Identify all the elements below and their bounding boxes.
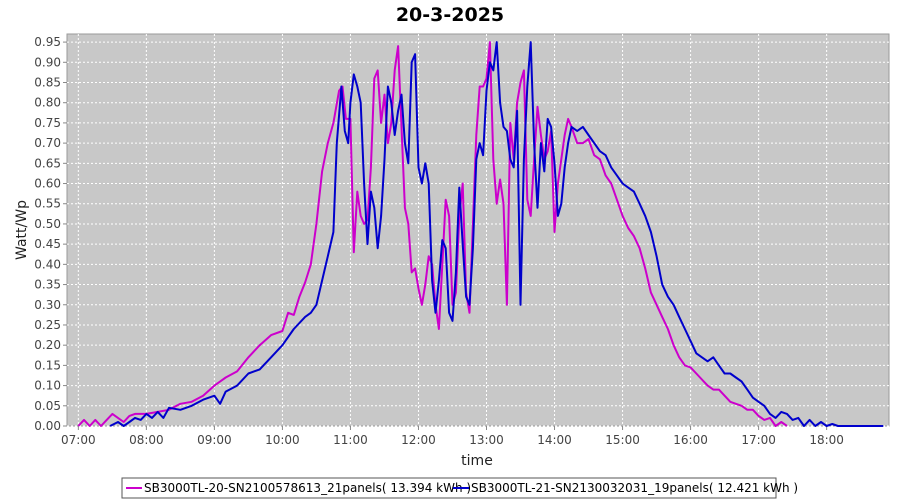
legend-box [121, 477, 777, 499]
y-tick-label: 0.60 [34, 177, 61, 191]
y-tick-label: 0.70 [34, 136, 61, 150]
x-tick-label: 17:00 [741, 433, 776, 447]
y-tick-label: 0.45 [34, 237, 61, 251]
chart-title: 20-3-2025 [396, 4, 504, 26]
y-tick-label: 0.75 [34, 116, 61, 130]
y-tick-label: 0.05 [34, 399, 61, 413]
y-tick-label: 0.95 [34, 35, 61, 49]
y-tick-label: 0.80 [34, 96, 61, 110]
x-tick-label: 14:00 [537, 433, 572, 447]
y-axis-label: Watt/Wp [14, 200, 30, 260]
y-tick-label: 0.10 [34, 379, 61, 393]
y-tick-label: 0.50 [34, 217, 61, 231]
x-tick-label: 12:00 [401, 433, 436, 447]
x-tick-label: 07:00 [61, 433, 96, 447]
y-tick-label: 0.35 [34, 278, 61, 292]
y-tick-label: 0.30 [34, 298, 61, 312]
series-lines [77, 41, 884, 427]
legend-label-2: SB3000TL-21-SN2130032031_19panels( 12.42… [471, 481, 798, 495]
y-tick-label: 0.40 [34, 257, 61, 271]
y-tick-label: 0.25 [34, 318, 61, 332]
x-tick-label: 10:00 [265, 433, 300, 447]
series-line-2 [109, 41, 884, 427]
series-line-1 [77, 41, 788, 427]
x-tick-label: 08:00 [129, 433, 164, 447]
x-tick-label: 16:00 [673, 433, 708, 447]
y-tick-label: 0.90 [34, 55, 61, 69]
legend-label-1: SB3000TL-20-SN2100578613_21panels( 13.39… [144, 481, 471, 495]
x-tick-label: 11:00 [333, 433, 368, 447]
x-axis-label: time [461, 453, 493, 469]
x-axis: 07:00 08:00 09:00 10:00 11:00 12:00 13:00 14:00… [61, 426, 844, 447]
y-axis: 0.00 0.05 0.10 0.15 0.20 0.25 0.30 0.35 0.40 0.45… [34, 35, 67, 433]
y-tick-label: 0.65 [34, 156, 61, 170]
x-tick-label: 18:00 [809, 433, 844, 447]
x-tick-label: 13:00 [469, 433, 504, 447]
y-tick-label: 0.55 [34, 197, 61, 211]
x-tick-label: 15:00 [605, 433, 640, 447]
y-tick-label: 0.20 [34, 338, 61, 352]
legend: SB3000TL-20-SN2100578613_21panels( 13.39… [121, 477, 798, 499]
plot-area [66, 33, 890, 427]
x-tick-label: 09:00 [197, 433, 232, 447]
y-tick-label: 0.15 [34, 358, 61, 372]
y-tick-label: 0.85 [34, 75, 61, 89]
y-tick-label: 0.00 [34, 419, 61, 433]
